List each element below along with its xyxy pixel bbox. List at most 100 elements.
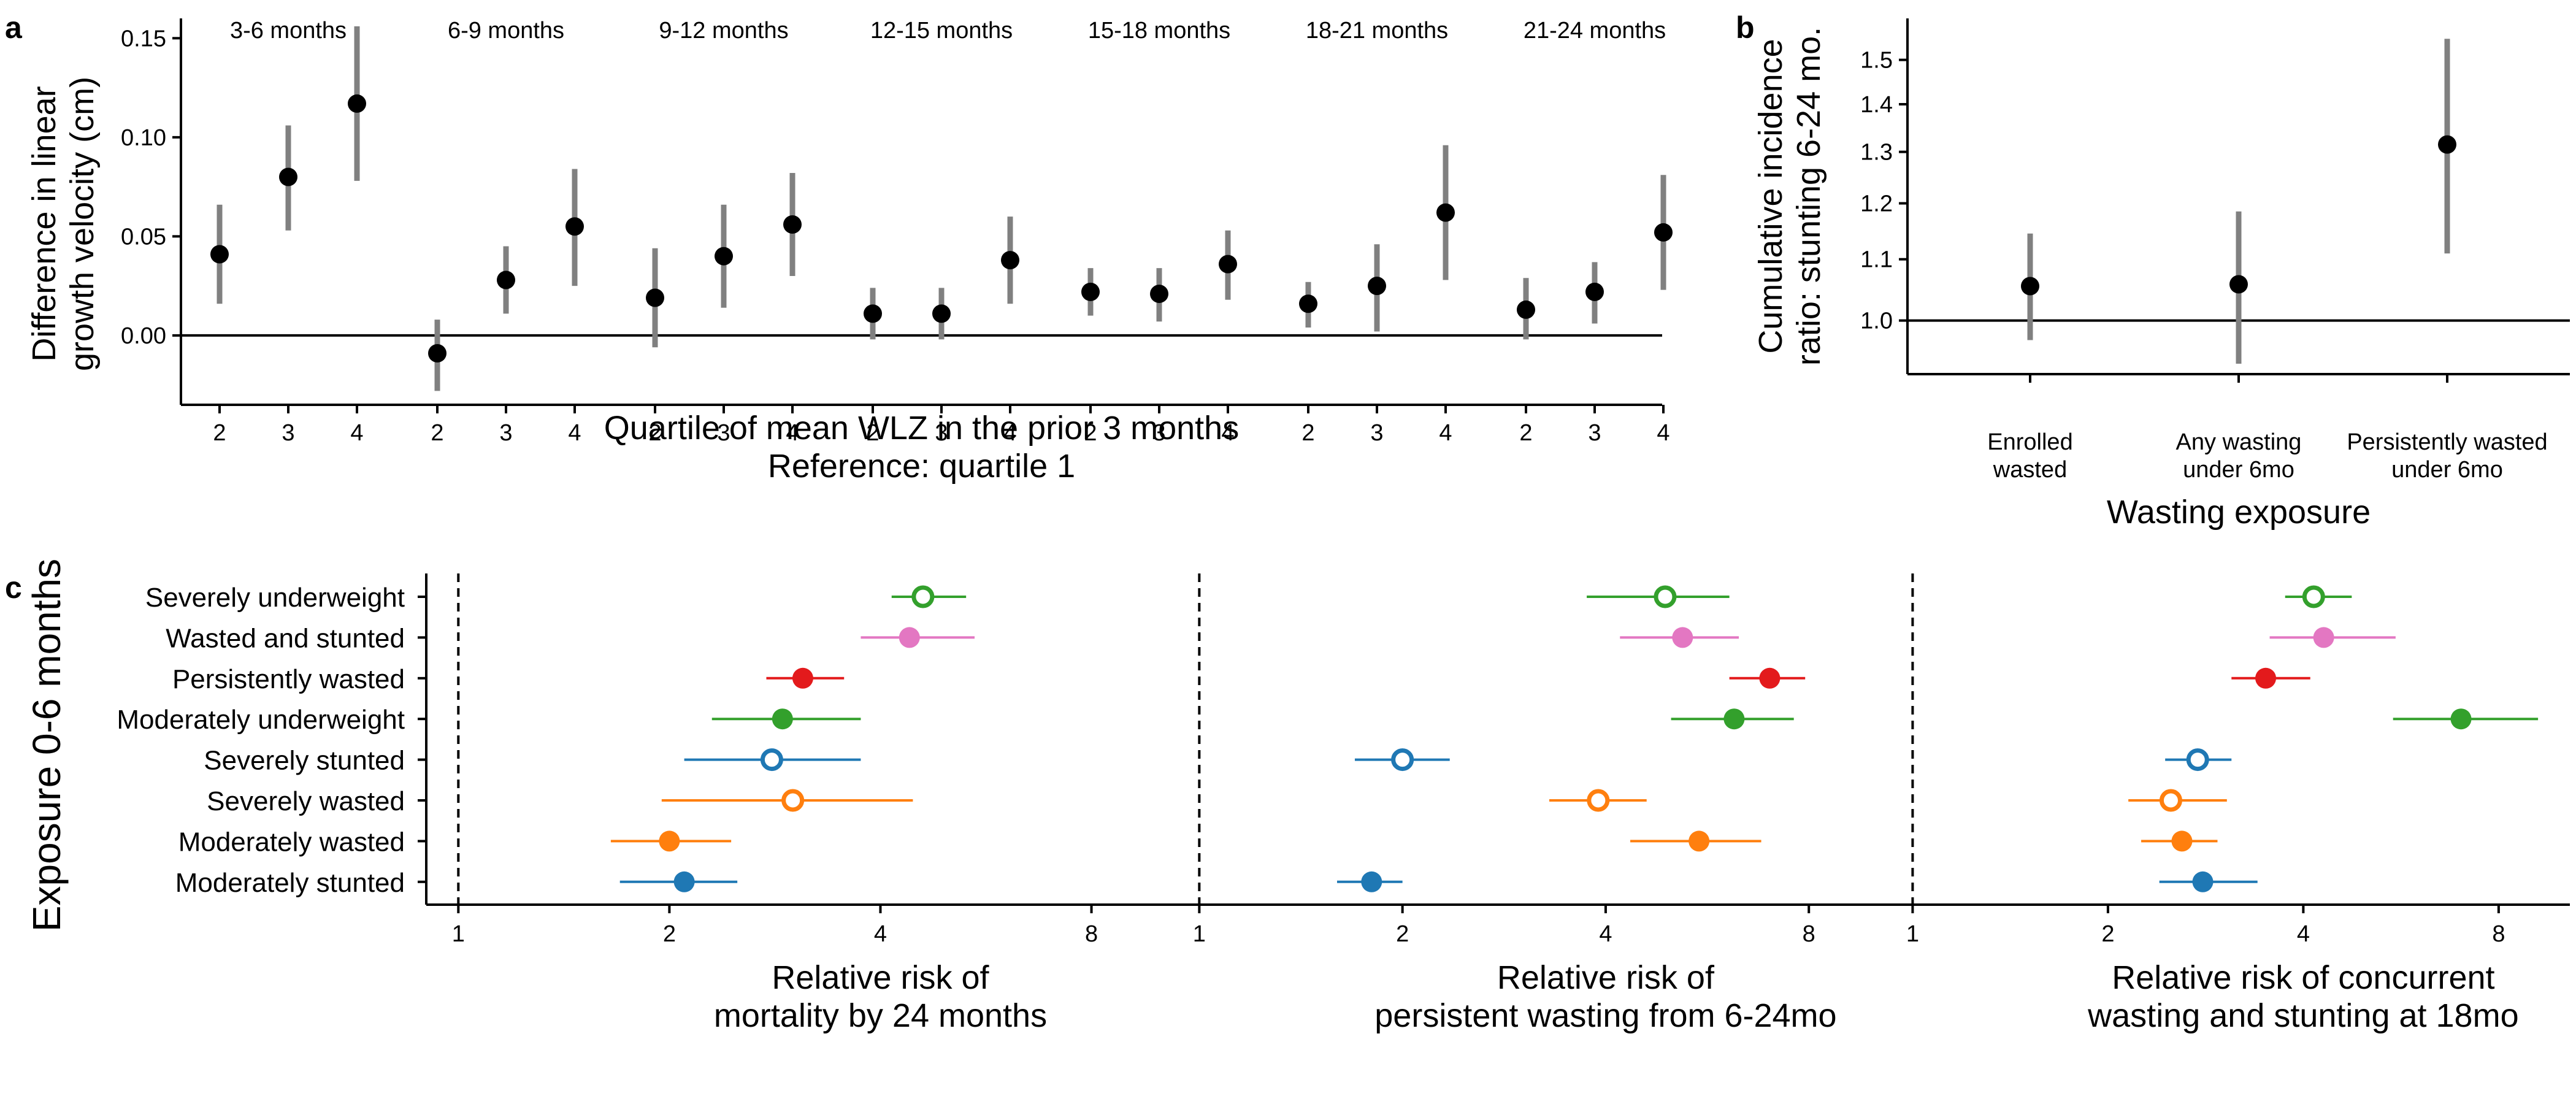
panel-a-x-tick-label: 4: [1439, 420, 1452, 446]
panel-b-y-axis-title-line2: ratio: stunting 6-24 mo.: [1790, 27, 1827, 366]
panel-a-facet-title: 3-6 months: [230, 18, 347, 44]
panel-a-x-tick-label: 2: [213, 420, 226, 446]
panel-c-point: [1672, 627, 1693, 648]
panel-a-point: [565, 217, 584, 236]
panel-a-point: [646, 288, 664, 307]
panel-a-x-tick-label: 3: [282, 420, 294, 446]
panel-c-point: [659, 830, 680, 852]
panel-c-label: c: [5, 570, 22, 605]
panel-c-point-hollow: [760, 748, 783, 772]
panel-c-point: [1361, 871, 1382, 892]
panel-c-point: [1723, 708, 1745, 730]
panel-a-facet-title: 18-21 months: [1306, 18, 1448, 44]
panel-b-x-tick-label-line2: wasted: [1993, 457, 2067, 483]
panel-c-category-label: Wasted and stunted: [166, 623, 405, 653]
panel-a-x-tick-label: 3: [1152, 420, 1165, 446]
panel-a-x-tick-label: 3: [935, 420, 948, 446]
panel-c-point-hollow: [2302, 585, 2325, 608]
panel-c-x-tick-label: 1: [1906, 921, 1919, 947]
panel-a-point: [1150, 285, 1168, 304]
panel-a-facet-title: 9-12 months: [659, 18, 788, 44]
panel-a-point: [1436, 203, 1455, 222]
panel-a-x-tick-label: 2: [1084, 420, 1097, 446]
panel-b-y-tick-label: 1.0: [1860, 309, 1893, 334]
panel-c-x-axis-title-line2: persistent wasting from 6-24mo: [1374, 997, 1836, 1034]
panel-c-point: [2450, 708, 2472, 730]
panel-a-point: [428, 344, 447, 362]
panel-a-point: [1517, 300, 1535, 319]
panel-a-x-tick-label: 3: [499, 420, 512, 446]
panel-c-point: [2192, 871, 2214, 892]
panel-a-x-tick-label: 4: [1221, 420, 1234, 446]
panel-c-point: [1759, 667, 1781, 689]
panel-b-point: [2229, 275, 2248, 294]
panel-a-x-tick-label: 3: [1588, 420, 1601, 446]
panel-c-point: [2313, 627, 2334, 648]
panel-a-y-tick-label: 0.05: [121, 224, 166, 250]
panel-a-point: [1299, 294, 1317, 313]
panel-c-x-axis-title: Relative risk of: [1497, 959, 1715, 996]
panel-c-x-tick-label: 2: [1396, 921, 1409, 947]
panel-c-x-axis-title-line2: mortality by 24 months: [714, 997, 1047, 1034]
panel-a-x-tick-label: 3: [717, 420, 730, 446]
panel-a-x-tick-label: 2: [1301, 420, 1314, 446]
panel-a-y-tick-label: 0.15: [121, 26, 166, 52]
panel-b-x-tick-label: Persistently wasted: [2347, 429, 2547, 455]
panel-c-point-hollow: [781, 789, 805, 812]
panel-c-point-hollow: [2159, 789, 2182, 812]
panel-c-category-label: Severely wasted: [207, 786, 405, 816]
panel-c-y-axis-title: Exposure 0-6 months: [25, 559, 69, 932]
panel-c-x-tick-label: 2: [663, 921, 676, 947]
panel-c-point: [1689, 830, 1710, 852]
panel-c-x-tick-label: 8: [1803, 921, 1815, 947]
panel-b-point: [2438, 135, 2456, 154]
panel-c-point: [772, 708, 793, 730]
panel-c-x-tick-label: 1: [1193, 921, 1206, 947]
panel-a-point: [1219, 255, 1237, 274]
panel-b-x-tick-label: Enrolled: [1987, 429, 2072, 455]
panel-c-category-label: Severely stunted: [204, 746, 405, 776]
panel-c-category-label: Moderately underweight: [117, 705, 405, 735]
panel-a-x-tick-label: 4: [1003, 420, 1016, 446]
panel-c-chart: Severely underweight Wasted and stunted Pe…: [25, 559, 2570, 1034]
panel-b-x-tick-label-line2: under 6mo: [2183, 457, 2294, 483]
panel-a-point: [715, 247, 733, 266]
panel-a-y-axis-title: Difference in linear: [26, 86, 63, 361]
panel-a-y-axis-title-line2: growth velocity (cm): [64, 77, 101, 371]
panel-b-y-axis-title: Cumulative incidence: [1752, 39, 1789, 353]
panel-b-y-tick-label: 1.3: [1860, 140, 1893, 166]
panel-c-x-tick-label: 8: [1085, 921, 1098, 947]
panel-c-category-label: Severely underweight: [145, 583, 405, 613]
panel-c-point-hollow: [2186, 748, 2209, 772]
panel-a-point: [1368, 277, 1386, 296]
panel-c-category-label: Moderately wasted: [178, 827, 405, 857]
panel-c-point-hollow: [1587, 789, 1610, 812]
panel-a-point: [1585, 282, 1604, 301]
panel-c-x-tick-label: 2: [2101, 921, 2114, 947]
panel-b-y-tick-label: 1.5: [1860, 48, 1893, 74]
panel-c-point: [2255, 667, 2277, 689]
panel-c-category-label: Persistently wasted: [172, 664, 405, 694]
panel-a-point: [1654, 223, 1673, 242]
panel-b-y-tick-label: 1.4: [1860, 92, 1893, 118]
panel-c-point-hollow: [911, 585, 935, 608]
panel-c-point: [792, 667, 813, 689]
panel-a-point: [497, 270, 515, 289]
panel-a-x-tick-label: 4: [1657, 420, 1669, 446]
panel-a-y-tick-label: 0.00: [121, 323, 166, 349]
panel-a-point: [1081, 282, 1100, 301]
panel-a-point: [783, 215, 802, 234]
panel-a-x-axis-subtitle: Reference: quartile 1: [768, 448, 1075, 485]
panel-b-x-tick-label-line2: under 6mo: [2391, 457, 2503, 483]
panel-b-point: [2021, 277, 2039, 296]
panel-a-facet-title: 21-24 months: [1524, 18, 1666, 44]
panel-a-facet-title: 12-15 months: [870, 18, 1013, 44]
panel-b-x-tick-label: Any wasting: [2176, 429, 2302, 455]
panel-c-point-hollow: [1391, 748, 1414, 772]
panel-c-x-tick-label: 8: [2492, 921, 2505, 947]
panel-b-x-axis-title: Wasting exposure: [2107, 494, 2371, 531]
panel-a-x-tick-label: 4: [568, 420, 581, 446]
panel-c-x-tick-label: 4: [1599, 921, 1612, 947]
